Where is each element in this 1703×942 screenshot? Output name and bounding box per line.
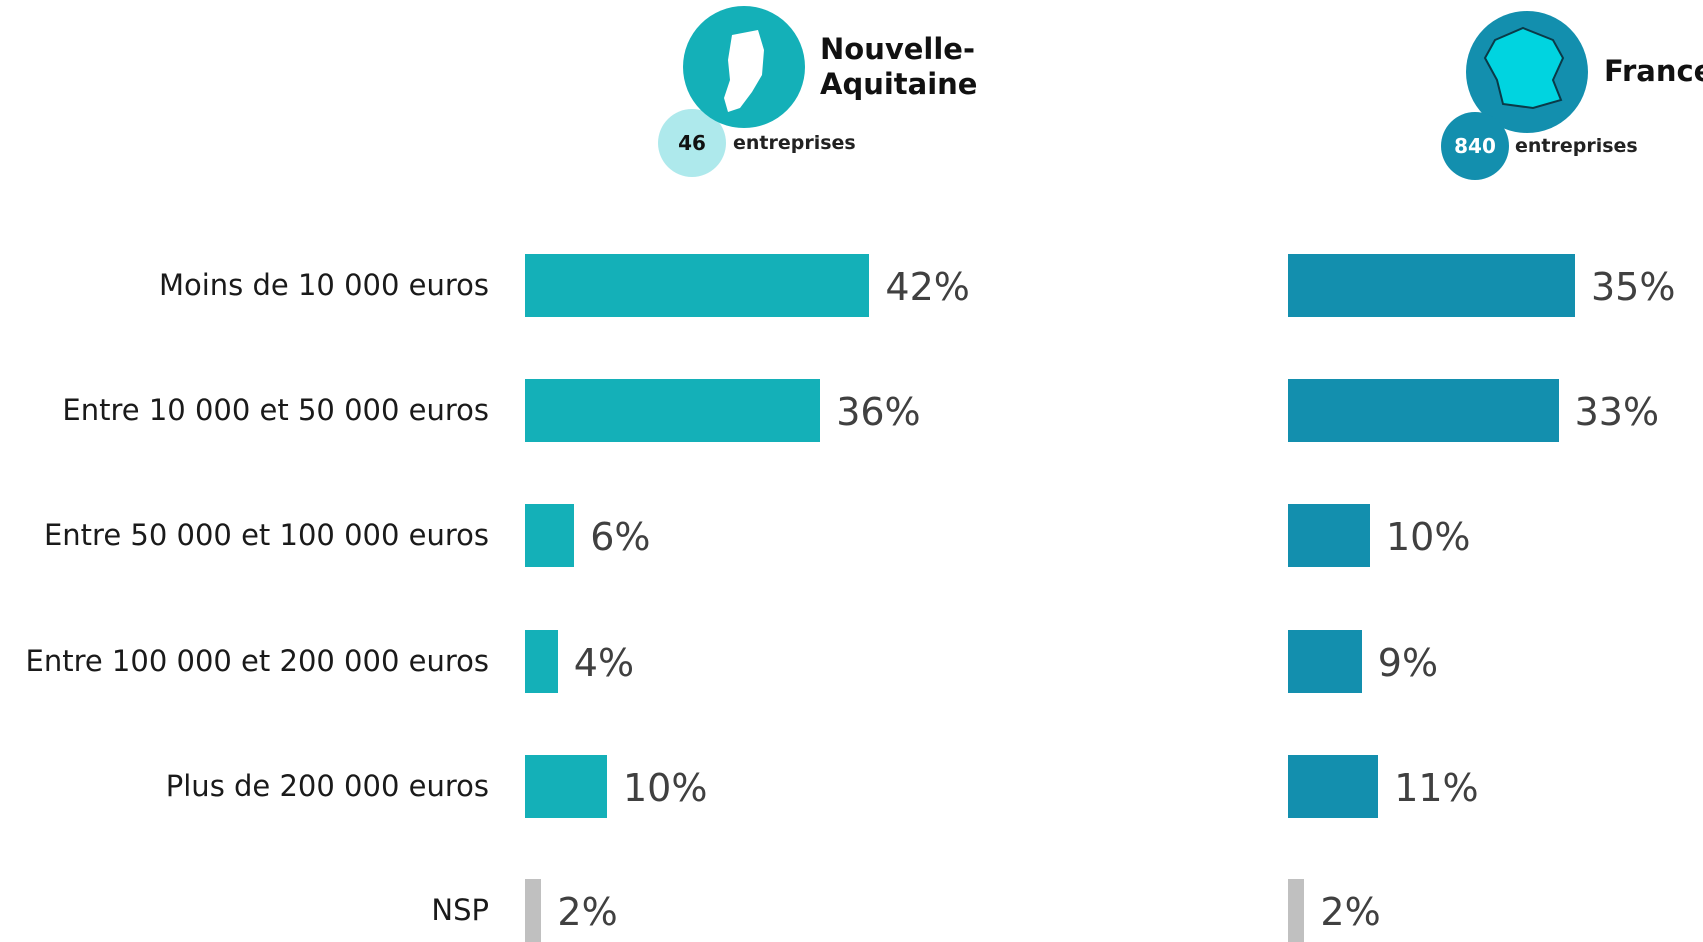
category-label: Entre 10 000 et 50 000 euros: [62, 393, 489, 427]
bar: [1288, 254, 1575, 317]
category-label: Entre 50 000 et 100 000 euros: [43, 518, 489, 552]
bar: [1288, 630, 1362, 693]
category-label: Plus de 200 000 euros: [165, 769, 489, 803]
bar: [1288, 879, 1305, 942]
value-label: 11%: [1394, 766, 1479, 810]
bar: [525, 504, 575, 567]
value-label: 2%: [557, 890, 618, 934]
value-label: 10%: [1386, 515, 1471, 559]
chart-title: Nouvelle-Aquitaine: [820, 32, 978, 101]
value-label: 2%: [1320, 890, 1381, 934]
bar: [525, 755, 607, 818]
bar: [525, 379, 821, 442]
value-label: 4%: [573, 641, 635, 685]
value-label: 35%: [1591, 265, 1676, 309]
value-label: 6%: [590, 515, 651, 559]
bar: [525, 254, 870, 317]
category-label: Entre 100 000 et 200 000 euros: [25, 644, 490, 678]
count: 840: [1454, 134, 1496, 158]
bar: [1288, 504, 1370, 567]
value-label: 33%: [1574, 390, 1660, 434]
chart-title: France: [1604, 54, 1703, 88]
bar: [1288, 379, 1559, 442]
category-label: Moins de 10 000 euros: [158, 268, 489, 302]
bar: [525, 879, 542, 942]
category-label: NSP: [431, 893, 489, 927]
value-label: 9%: [1377, 641, 1439, 685]
value-label: 42%: [885, 265, 970, 309]
value-label: 36%: [836, 390, 921, 434]
count-label: entreprises: [1515, 135, 1638, 157]
value-label: 10%: [623, 766, 708, 810]
country-icon: [1441, 11, 1588, 180]
bar: [525, 630, 558, 693]
count: 46: [678, 131, 706, 155]
bar: [1288, 755, 1379, 818]
count-label: entreprises: [733, 132, 856, 154]
region-icon: [658, 6, 805, 177]
